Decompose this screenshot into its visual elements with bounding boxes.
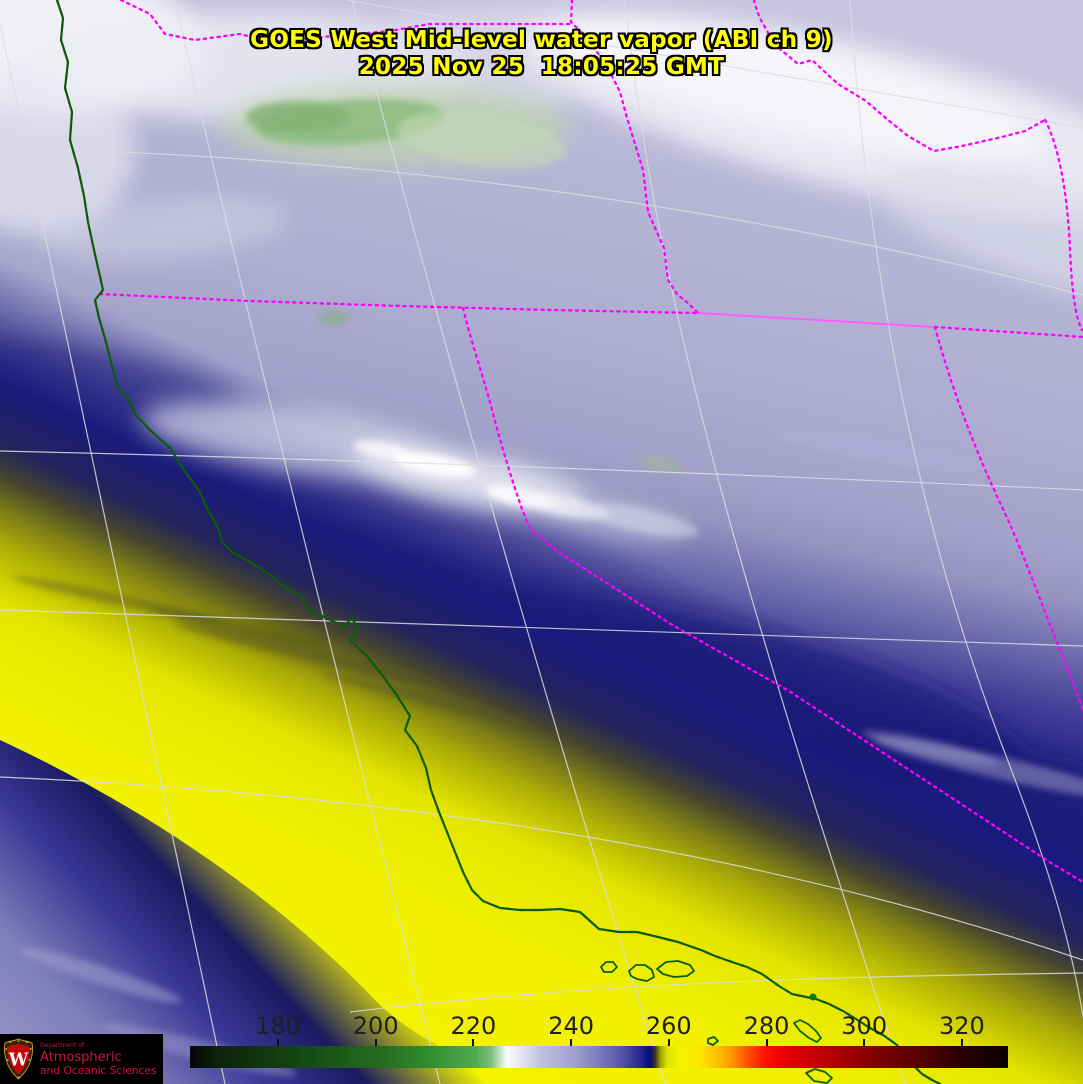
colorbar-tick-mark	[570, 1039, 573, 1046]
colorbar-tick-mark	[374, 1039, 377, 1046]
aos-logo: W Department of Atmospheric and Oceanic …	[0, 1034, 163, 1084]
border-42n-east	[933, 325, 1083, 339]
coastal-land-patch	[809, 993, 817, 1001]
title-line-1: GOES West Mid-level water vapor (ABI ch …	[250, 27, 833, 53]
graticule-parallel	[349, 972, 1083, 1013]
colorbar-tick-label: 200	[352, 1012, 399, 1040]
island	[656, 960, 695, 978]
graticule-parallel	[0, 147, 1083, 296]
logo-name-line-2: and Oceanic Sciences	[40, 1063, 157, 1077]
colorbar-tick-mark	[472, 1039, 475, 1046]
graticule-meridian	[174, 0, 441, 1084]
border-or-id-west	[569, 0, 700, 315]
colorbar: 180 200 220 240 260 280 300 320	[190, 1012, 1008, 1070]
colorbar-tick-label: 280	[743, 1012, 790, 1040]
logo-department-label: Department of	[40, 1041, 84, 1049]
border-ca-nv	[461, 306, 1083, 884]
coastline-group	[55, 0, 942, 1084]
colorbar-tick-mark	[765, 1039, 768, 1046]
coastline	[55, 0, 941, 1084]
graticule-meridian	[0, 20, 226, 1084]
island	[628, 964, 655, 982]
state-borders	[98, 0, 1083, 884]
graticule-parallel	[0, 776, 1083, 961]
graticule-parallel	[0, 609, 1083, 647]
colorbar-tick-label: 220	[450, 1012, 497, 1040]
island	[600, 961, 618, 973]
graticule-parallel	[0, 450, 1083, 491]
island	[707, 1036, 719, 1046]
colorbar-tick-label: 180	[255, 1012, 301, 1040]
colorbar-gradient	[190, 1046, 1008, 1068]
colorbar-tick-mark	[277, 1039, 279, 1046]
island	[793, 1019, 822, 1043]
uw-crest-icon: W	[4, 1038, 33, 1080]
image-title: GOES West Mid-level water vapor (ABI ch …	[0, 27, 1083, 81]
colorbar-tick-label: 320	[938, 1012, 985, 1040]
logo-name-line-1: Atmospheric	[40, 1049, 122, 1065]
colorbar-tick-mark	[667, 1039, 670, 1046]
island	[805, 1068, 833, 1084]
crest-letter: W	[8, 1050, 29, 1070]
graticule-meridian	[351, 0, 666, 1084]
border-wa-or	[119, 0, 573, 44]
colorbar-tick-mark	[863, 1039, 866, 1046]
graticule-meridian	[849, 0, 1083, 1020]
colorbar-tick-label: 300	[841, 1012, 888, 1040]
colorbar-tick-label: 260	[645, 1012, 692, 1040]
colorbar-tick-label: 240	[548, 1012, 594, 1040]
title-timestamp: 2025 Nov 25 18:05:25 GMT	[358, 54, 725, 80]
logo-text: Department of Atmospheric and Oceanic Sc…	[40, 1041, 157, 1077]
border-id-east	[1043, 118, 1083, 332]
cloud-layer-soft	[0, 0, 1083, 541]
colorbar-tick-mark	[960, 1039, 963, 1046]
border-snake-river	[752, 0, 1047, 153]
border-42n-solid-segment	[697, 312, 936, 328]
graticule-parallel	[346, 0, 1083, 129]
border-nv-ut	[933, 325, 1083, 712]
border-42n-west	[98, 292, 700, 315]
graticule-meridian	[624, 0, 906, 1084]
